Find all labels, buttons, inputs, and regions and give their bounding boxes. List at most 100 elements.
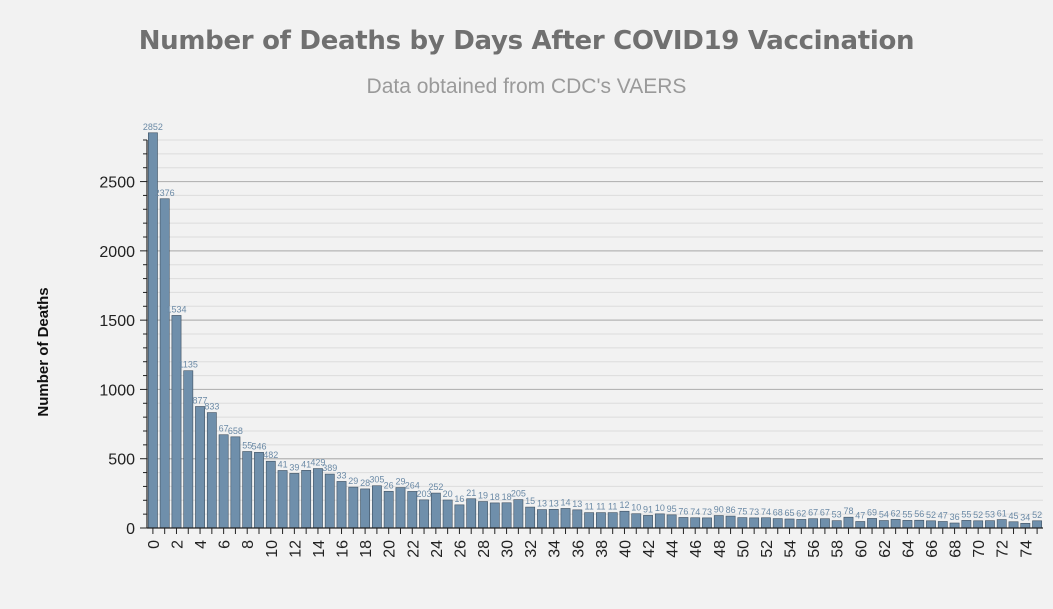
y-tick-label: 1500 (99, 313, 135, 330)
x-tick-label: 28 (476, 540, 493, 558)
x-tick-label: 40 (617, 540, 634, 558)
data-label: 833 (204, 402, 219, 412)
data-label: 75 (737, 507, 747, 517)
data-label: 16 (454, 494, 464, 504)
bar (572, 509, 583, 529)
x-tick-label: 4 (193, 540, 210, 549)
data-label: 54 (879, 510, 889, 520)
bar (595, 512, 606, 529)
x-tick-label: 8 (240, 540, 257, 549)
bar (937, 521, 948, 529)
data-label: 76 (678, 506, 688, 516)
data-label: 14 (561, 497, 571, 507)
data-label: 61 (997, 509, 1007, 519)
data-label: 36 (950, 512, 960, 522)
x-tick-label: 0 (146, 540, 163, 549)
x-tick-label: 36 (570, 540, 587, 558)
data-label: 73 (702, 507, 712, 517)
x-tick-label: 64 (900, 540, 917, 558)
data-label: 39 (289, 462, 299, 472)
bar (819, 518, 830, 529)
x-tick-label: 10 (264, 540, 281, 558)
data-label: 74 (761, 507, 771, 517)
data-label: 67 (808, 508, 818, 518)
bar (466, 498, 477, 529)
data-label: 203 (417, 489, 432, 499)
x-tick-label: 20 (382, 540, 399, 558)
data-label: 26 (384, 480, 394, 490)
data-label: 482 (263, 450, 278, 460)
data-label: 18 (502, 492, 512, 502)
data-label: 19 (478, 491, 488, 501)
bar (206, 412, 217, 529)
data-label: 264 (405, 480, 420, 490)
bar (749, 517, 760, 529)
data-label: 11 (608, 502, 617, 512)
data-label: 29 (395, 477, 405, 487)
bar (560, 508, 571, 529)
y-tick-label: 0 (126, 521, 135, 538)
bar (584, 512, 595, 529)
data-label: 41 (278, 459, 288, 469)
x-tick-label: 66 (924, 540, 941, 558)
bar (902, 520, 913, 529)
bar (784, 518, 795, 529)
bar (430, 492, 441, 529)
bar (313, 468, 323, 529)
bar (890, 519, 901, 529)
x-tick-label: 58 (830, 540, 847, 558)
x-tick-label: 16 (335, 540, 352, 558)
data-label: 10 (655, 503, 665, 513)
bar (159, 198, 170, 529)
data-label: 252 (428, 482, 443, 492)
bar (348, 486, 359, 529)
bar (371, 485, 382, 529)
bar (336, 481, 347, 529)
bar (383, 490, 394, 529)
data-label: 55 (902, 509, 912, 519)
bar (737, 517, 748, 529)
bar (454, 504, 465, 529)
data-label: 91 (643, 504, 653, 514)
bar (867, 518, 877, 529)
data-label: 86 (726, 505, 736, 515)
data-label: 13 (572, 499, 582, 509)
data-label: 33 (337, 470, 347, 480)
x-tick-label: 30 (500, 540, 517, 558)
chart-title: Number of Deaths by Days After COVID19 V… (138, 26, 915, 56)
bar (796, 519, 807, 529)
bar (643, 515, 653, 529)
bar (501, 502, 512, 529)
bar (324, 473, 335, 529)
bar (442, 499, 453, 529)
x-tick-label: 70 (971, 540, 988, 558)
bar (926, 520, 936, 529)
data-label: 65 (785, 508, 795, 518)
x-tick-label: 24 (429, 540, 446, 558)
x-tick-label: 18 (358, 540, 375, 558)
data-label: 658 (228, 426, 243, 436)
data-label: 1534 (166, 304, 186, 314)
y-tick-label: 2000 (99, 244, 135, 261)
y-tick-label: 2500 (99, 175, 135, 192)
data-label: 73 (749, 507, 759, 517)
x-tick-label: 26 (452, 540, 469, 558)
y-axis-label: Number of Deaths (35, 287, 52, 416)
data-label: 52 (926, 510, 936, 520)
data-label: 62 (891, 508, 901, 518)
data-label: 429 (310, 458, 325, 468)
x-tick-label: 56 (806, 540, 823, 558)
data-label: 2376 (155, 188, 175, 198)
data-label: 45 (1009, 511, 1019, 521)
x-tick-label: 54 (783, 540, 800, 558)
x-tick-label: 74 (1018, 540, 1035, 558)
data-label: 546 (251, 441, 266, 451)
data-label: 62 (796, 508, 806, 518)
data-label: 47 (938, 510, 948, 520)
data-label: 13 (549, 498, 559, 508)
x-tick-label: 6 (217, 540, 234, 549)
bar (713, 515, 724, 529)
data-label: 11 (584, 502, 593, 512)
bar (855, 521, 866, 529)
